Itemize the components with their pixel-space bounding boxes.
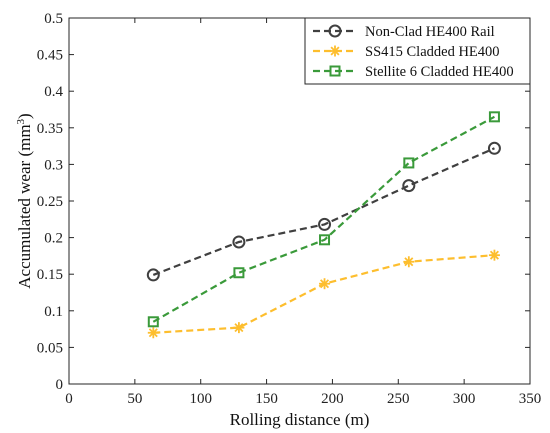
legend-marker bbox=[328, 24, 342, 38]
y-tick-label: 0.4 bbox=[44, 84, 63, 100]
legend-box bbox=[304, 17, 531, 85]
legend-label: Non-Clad HE400 Rail bbox=[365, 24, 495, 40]
x-tick-label: 200 bbox=[321, 391, 344, 407]
x-tick-label: 300 bbox=[453, 391, 476, 407]
data-point bbox=[319, 234, 331, 246]
data-point bbox=[147, 316, 159, 328]
y-tick-label: 0.3 bbox=[44, 157, 63, 173]
data-point bbox=[403, 157, 415, 169]
series-line bbox=[153, 254, 495, 334]
y-axis-title-superscript: 3 bbox=[15, 118, 27, 124]
data-point bbox=[146, 268, 160, 282]
series-line bbox=[152, 147, 495, 276]
data-point bbox=[402, 179, 416, 193]
legend-item: SS415 Cladded HE400 bbox=[313, 44, 500, 60]
y-tick-label: 0.1 bbox=[44, 304, 63, 320]
data-point bbox=[319, 278, 331, 290]
x-tick-label: 350 bbox=[519, 391, 542, 407]
y-tick-label: 0.15 bbox=[37, 267, 63, 283]
x-tick-label: 0 bbox=[65, 391, 73, 407]
y-tick-label: 0.2 bbox=[44, 231, 63, 247]
y-tick-label: 0.45 bbox=[37, 48, 63, 64]
data-point bbox=[233, 267, 245, 279]
data-point bbox=[487, 141, 501, 155]
data-point bbox=[147, 327, 159, 339]
legend-item: Non-Clad HE400 Rail bbox=[313, 24, 495, 40]
x-tick-label: 100 bbox=[189, 391, 212, 407]
data-point bbox=[403, 256, 415, 268]
y-tick-label: 0.35 bbox=[37, 121, 63, 137]
y-axis-title-text: Accumulated wear (mm bbox=[15, 124, 34, 288]
x-axis-title: Rolling distance (m) bbox=[230, 410, 370, 429]
legend-item: Stellite 6 Cladded HE400 bbox=[313, 64, 514, 80]
x-axis-ticks: 0 50 100 150 200 250 300 350 bbox=[65, 18, 541, 407]
y-axis-ticks: 0 0.05 0.1 0.15 0.2 0.25 0.3 0.35 0.4 0.45 0.5 bbox=[37, 11, 530, 393]
series-3 bbox=[147, 111, 500, 328]
series-1 bbox=[146, 141, 501, 282]
legend-label: SS415 Cladded HE400 bbox=[365, 44, 500, 60]
data-point bbox=[233, 322, 245, 334]
y-axis-title-close: ) bbox=[15, 113, 34, 119]
y-tick-label: 0.5 bbox=[44, 11, 63, 27]
x-tick-label: 150 bbox=[255, 391, 278, 407]
data-point bbox=[232, 235, 246, 249]
y-tick-label: 0 bbox=[56, 377, 64, 393]
x-tick-label: 250 bbox=[387, 391, 410, 407]
legend-marker bbox=[329, 65, 341, 77]
legend-marker bbox=[329, 45, 341, 57]
legend: Non-Clad HE400 Rail SS415 Cladded HE400 St… bbox=[304, 17, 531, 85]
data-point bbox=[488, 111, 500, 123]
x-tick-label: 50 bbox=[127, 391, 142, 407]
series-line bbox=[152, 115, 495, 323]
y-axis-title: Accumulated wear (mm3) bbox=[15, 113, 34, 288]
series-2 bbox=[147, 249, 500, 339]
series-layer bbox=[146, 111, 501, 339]
y-tick-label: 0.05 bbox=[37, 340, 63, 356]
data-point bbox=[318, 217, 332, 231]
y-tick-label: 0.25 bbox=[37, 194, 63, 210]
legend-label: Stellite 6 Cladded HE400 bbox=[365, 64, 514, 80]
data-point bbox=[488, 249, 500, 261]
